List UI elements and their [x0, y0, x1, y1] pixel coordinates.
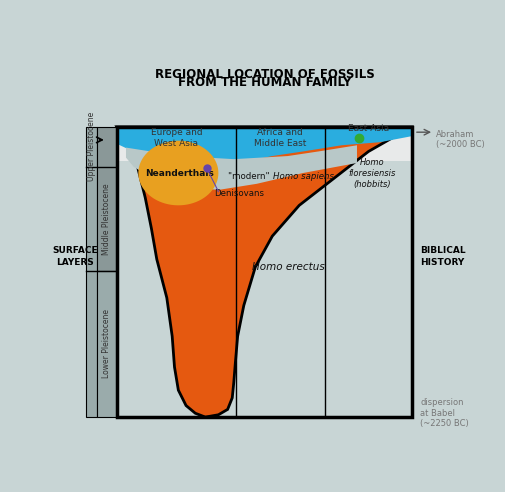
Text: Europe and
West Asia: Europe and West Asia	[150, 128, 202, 149]
Text: "modern": "modern"	[228, 172, 273, 181]
Text: REGIONAL LOCATION OF FOSSILS: REGIONAL LOCATION OF FOSSILS	[155, 68, 375, 81]
Text: SURFACE
LAYERS: SURFACE LAYERS	[53, 246, 98, 267]
Text: Lower Pleistocene: Lower Pleistocene	[102, 309, 111, 378]
Bar	[117, 127, 413, 417]
Polygon shape	[138, 141, 218, 205]
Text: BIBLICAL
HISTORY: BIBLICAL HISTORY	[420, 246, 465, 267]
Text: Neanderthals: Neanderthals	[145, 168, 214, 178]
Text: Denisovans: Denisovans	[215, 189, 265, 198]
Polygon shape	[117, 127, 413, 161]
Text: Homo sapiens: Homo sapiens	[273, 172, 334, 181]
Text: dispersion
at Babel
(~2250 BC): dispersion at Babel (~2250 BC)	[420, 399, 469, 428]
Text: Upper Pleistocene: Upper Pleistocene	[87, 112, 96, 182]
Text: East Asia: East Asia	[348, 124, 389, 133]
Bar	[117, 127, 413, 161]
Text: Abraham
(~2000 BC): Abraham (~2000 BC)	[435, 130, 484, 149]
Bar	[86, 127, 97, 417]
Text: Middle Pleistocene: Middle Pleistocene	[102, 183, 111, 255]
Bar	[117, 127, 413, 417]
Bar	[97, 271, 117, 417]
Text: Homo
floresiensis
(hobbits): Homo floresiensis (hobbits)	[348, 157, 396, 189]
Bar	[118, 127, 412, 161]
Text: FROM THE HUMAN FAMILY: FROM THE HUMAN FAMILY	[178, 76, 351, 89]
Polygon shape	[117, 127, 413, 417]
Bar	[97, 127, 117, 271]
Text: Africa and
Middle East: Africa and Middle East	[254, 128, 307, 149]
Text: Homo erectus: Homo erectus	[251, 262, 324, 272]
Polygon shape	[126, 145, 357, 190]
